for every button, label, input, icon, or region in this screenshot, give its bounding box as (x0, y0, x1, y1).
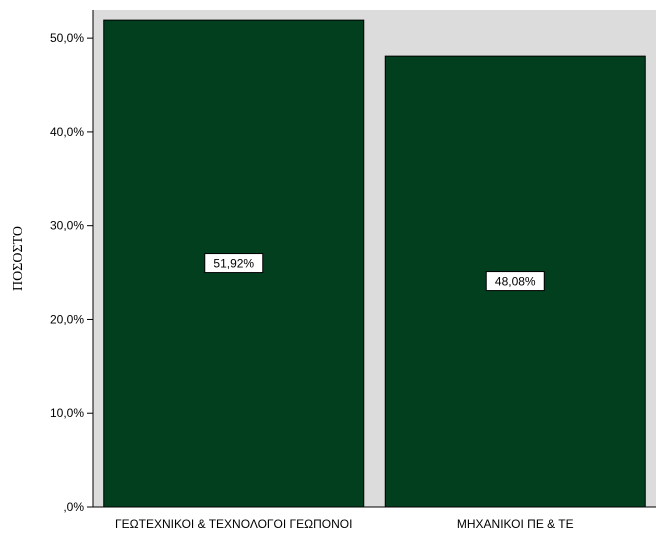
data-label-1: 51,92% (204, 253, 264, 274)
y-tick-label: 50,0% (50, 31, 84, 45)
data-label-text: 51,92% (213, 257, 254, 271)
x-tick-label: ΓΕΩΤΕΧΝΙΚΟΙ & ΤΕΧΝΟΛΟΓΟΙ ΓΕΩΠΟΝΟΙ (115, 517, 352, 531)
y-tick-label: ,0% (63, 500, 84, 514)
data-label-2: 48,08% (485, 271, 545, 292)
x-axis-categories: ΓΕΩΤΕΧΝΙΚΟΙ & ΤΕΧΝΟΛΟΓΟΙ ΓΕΩΠΟΝΟΙ ΜΗΧΑΝΙΚ… (115, 517, 574, 531)
y-tick-label: 10,0% (50, 406, 84, 420)
data-labels: 51,92% 48,08% (204, 253, 545, 292)
y-tick-label: 30,0% (50, 219, 84, 233)
data-label-box (485, 271, 545, 292)
data-label-text: 48,08% (495, 275, 536, 289)
x-tick-label: ΜΗΧΑΝΙΚΟΙ ΠΕ & ΤΕ (457, 517, 574, 531)
y-axis-label: ΠΟΣΟΣΤΟ (11, 226, 26, 291)
y-tick-label: 40,0% (50, 125, 84, 139)
y-axis-ticks: ,0% 10,0% 20,0% 30,0% 40,0% 50,0% (50, 31, 93, 514)
y-tick-label: 20,0% (50, 312, 84, 326)
data-label-box (204, 253, 264, 274)
